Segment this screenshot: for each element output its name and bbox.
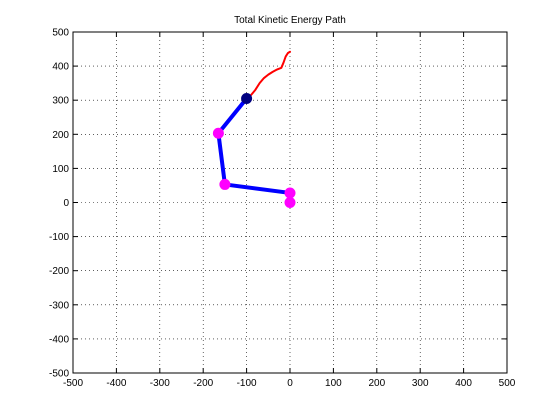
x-tick-label: 0 [287,378,293,389]
x-tick-label: 400 [455,378,472,389]
ticks: -500 -400 -300 -200 -100 0 100 200 300 400 500 -500… [49,28,516,390]
red-path-line [245,50,291,100]
chart-title: Total Kinetic Energy Path [234,15,346,26]
series-layer [212,50,296,208]
y-tick-label: 400 [52,62,69,73]
magenta-marker [212,127,224,139]
y-tick-label: -300 [49,300,69,311]
magenta-marker [284,197,296,208]
x-tick-label: -100 [237,378,257,389]
x-tick-label: -400 [106,378,126,389]
x-tick-label: 100 [325,378,342,389]
navy-marker [241,92,253,104]
x-tick-label: 200 [368,378,385,389]
y-tick-label: -400 [49,334,69,345]
y-tick-label: 0 [63,198,69,209]
x-tick-label: -200 [193,378,213,389]
y-tick-label: -100 [49,232,69,243]
y-tick-label: -200 [49,266,69,277]
x-tick-label: 300 [412,378,429,389]
x-tick-label: -500 [63,378,83,389]
y-tick-label: -500 [49,369,69,380]
grid [73,32,507,373]
magenta-marker [284,187,296,199]
y-tick-label: 300 [52,96,69,107]
y-tick-label: 200 [52,130,69,141]
x-tick-label: 500 [499,378,516,389]
y-tick-label: 500 [52,28,69,39]
x-tick-label: -300 [150,378,170,389]
magenta-marker [219,178,231,190]
y-tick-label: 100 [52,164,69,175]
